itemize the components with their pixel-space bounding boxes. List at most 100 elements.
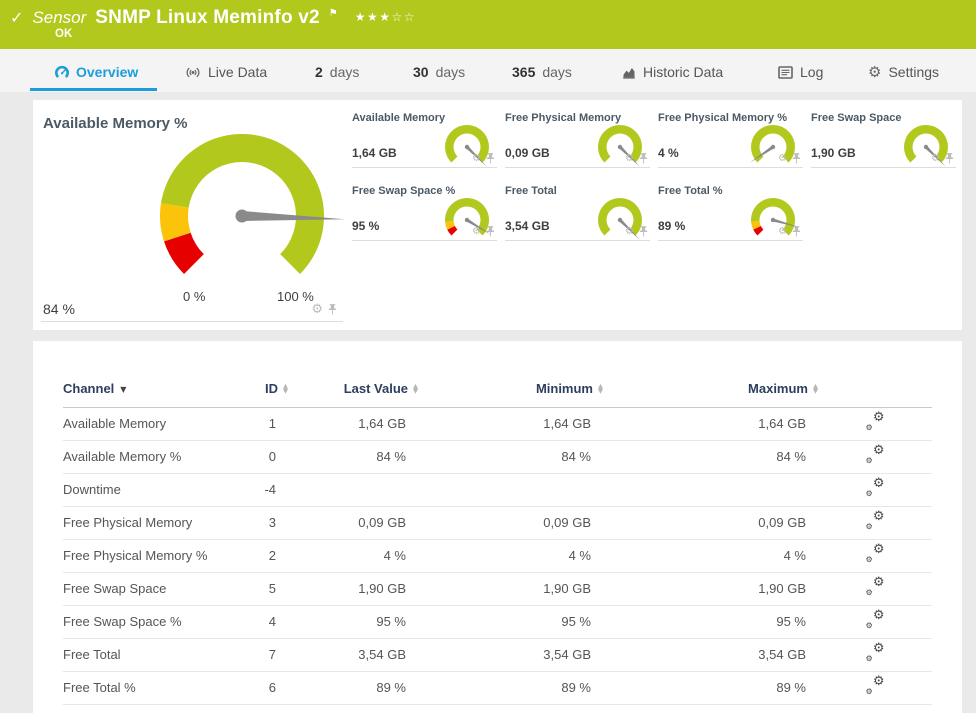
channel-last-value: 84 % [288,440,418,474]
channel-minimum: 89 % [418,671,603,705]
priority-flag-icon[interactable]: ⚑ [328,8,338,19]
column-header-actions [818,371,932,408]
channel-row: Free Total 7 3,54 GB 3,54 GB 3,54 GB ⚙ ⚙ [63,638,932,672]
pin-icon[interactable] [792,153,801,164]
tab-log[interactable]: Log [778,62,823,82]
tab-range-number: 365 [512,64,536,80]
column-label: Maximum [748,381,808,397]
channel-settings-gears-icon[interactable]: ⚙ ⚙ [865,409,885,432]
mini-gauge [590,119,650,178]
sensor-status-text: OK [55,28,73,40]
pin-icon[interactable] [792,226,801,237]
pin-icon[interactable] [639,153,648,164]
sort-desc-icon: ▼ [120,385,127,395]
tab-settings[interactable]: ⚙ Settings [868,62,939,82]
priority-rating-stars[interactable]: ★★★☆☆ [354,10,417,24]
sort-toggle-icon: ▲ ▼ [413,381,418,395]
mini-gauge-value: 4 % [658,146,679,160]
tab-bar: Overview Live Data 2 days 30 days 365 days Histo… [0,49,976,92]
channel-name: Available Memory [63,407,248,441]
gauge-scale-min-label: 0 % [183,289,206,304]
channel-actions-cell: ⚙ ⚙ [818,539,932,573]
column-header-last-value[interactable]: Last Value ▲ ▼ [288,371,418,408]
gauge-cell-icons: ⚙ [625,153,648,164]
pin-icon[interactable] [945,153,954,164]
channel-id: 1 [248,407,288,441]
gear-icon[interactable]: ⚙ [472,226,481,237]
channel-actions-cell: ⚙ ⚙ [818,671,932,705]
pin-icon[interactable] [328,304,337,315]
channel-settings-gears-icon[interactable]: ⚙ ⚙ [865,607,885,630]
gear-icon[interactable]: ⚙ [778,153,787,164]
gauge-icon [55,65,69,79]
mini-gauge-title: Free Physical Memory % [658,112,788,124]
primary-gauge-cell: Available Memory % 0 % 100 % 84 % ⚙ [41,108,345,322]
mini-gauge-value: 89 % [658,219,686,233]
column-header-maximum[interactable]: Maximum ▲ ▼ [603,371,818,408]
tab-live-data[interactable]: Live Data [185,62,267,82]
channel-last-value: 1,64 GB [288,407,418,441]
tab-365-days[interactable]: 365 days [512,62,572,82]
pin-icon[interactable] [486,153,495,164]
channel-maximum: 84 % [603,440,818,474]
tab-historic-data[interactable]: Historic Data [622,62,723,82]
channel-actions-cell: ⚙ ⚙ [818,638,932,672]
column-header-channel[interactable]: Channel ▼ [63,371,248,408]
column-header-id[interactable]: ID ▲ ▼ [248,371,288,408]
gear-icon[interactable]: ⚙ [931,153,940,164]
mini-gauge-title: Free Total % [658,185,723,197]
tab-label: Settings [888,64,940,80]
channel-actions-cell: ⚙ ⚙ [818,572,932,606]
gear-icon[interactable]: ⚙ [472,153,481,164]
channel-id: 5 [248,572,288,606]
table-header-row: Channel ▼ ID ▲ ▼ Last Value ▲ ▼ Minimum ▲ ▼ Maximum… [63,371,932,408]
tab-2-days[interactable]: 2 days [315,62,359,82]
channel-minimum: 95 % [418,605,603,639]
mini-gauge-title: Free Swap Space % [352,185,456,197]
mini-gauge-title: Free Physical Memory [505,112,622,124]
channel-actions-cell: ⚙ ⚙ [818,440,932,474]
channel-settings-gears-icon[interactable]: ⚙ ⚙ [865,541,885,564]
column-header-minimum[interactable]: Minimum ▲ ▼ [418,371,603,408]
channel-maximum: 4 % [603,539,818,573]
column-label: Last Value [343,381,408,397]
mini-gauge [743,119,803,178]
channel-name: Downtime [63,473,248,507]
channels-panel: Channel ▼ ID ▲ ▼ Last Value ▲ ▼ Minimum ▲ ▼ Maximum… [33,341,962,713]
channel-last-value: 4 % [288,539,418,573]
channel-settings-gears-icon[interactable]: ⚙ ⚙ [865,640,885,663]
channel-settings-gears-icon[interactable]: ⚙ ⚙ [865,508,885,531]
mini-gauge [437,119,497,178]
gauge-cell-icons: ⚙ [625,226,648,237]
channel-minimum: 84 % [418,440,603,474]
mini-gauge-value: 0,09 GB [505,146,550,160]
tab-30-days[interactable]: 30 days [413,62,465,82]
channel-settings-gears-icon[interactable]: ⚙ ⚙ [865,574,885,597]
channel-minimum: 1,64 GB [418,407,603,441]
gear-icon[interactable]: ⚙ [625,153,634,164]
channel-maximum: 1,64 GB [603,407,818,441]
gauge-cell-icons: ⚙ [311,302,337,317]
pin-icon[interactable] [639,226,648,237]
channel-settings-gears-icon[interactable]: ⚙ ⚙ [865,475,885,498]
gear-icon[interactable]: ⚙ [311,302,323,317]
gear-icon[interactable]: ⚙ [625,226,634,237]
mini-gauge-cell: Free Total 3,54 GB ⚙ [505,183,650,241]
gear-icon[interactable]: ⚙ [778,226,787,237]
channel-row: Free Swap Space % 4 95 % 95 % 95 % ⚙ ⚙ [63,605,932,639]
mini-gauge-cell: Free Swap Space % 95 % ⚙ [352,183,497,241]
channel-settings-gears-icon[interactable]: ⚙ ⚙ [865,442,885,465]
primary-gauge [137,124,347,307]
tab-overview[interactable]: Overview [29,62,158,91]
channel-name: Free Physical Memory [63,506,248,540]
mini-gauge-value: 1,90 GB [811,146,856,160]
channel-name: Free Swap Space % [63,605,248,639]
mini-gauge-cell: Free Swap Space 1,90 GB ⚙ [811,110,956,168]
channel-id: 2 [248,539,288,573]
channel-name: Free Total % [63,671,248,705]
channel-row: Available Memory 1 1,64 GB 1,64 GB 1,64 GB ⚙ ⚙ [63,407,932,441]
sort-toggle-icon: ▲ ▼ [283,381,288,395]
pin-icon[interactable] [486,226,495,237]
channel-settings-gears-icon[interactable]: ⚙ ⚙ [865,673,885,696]
